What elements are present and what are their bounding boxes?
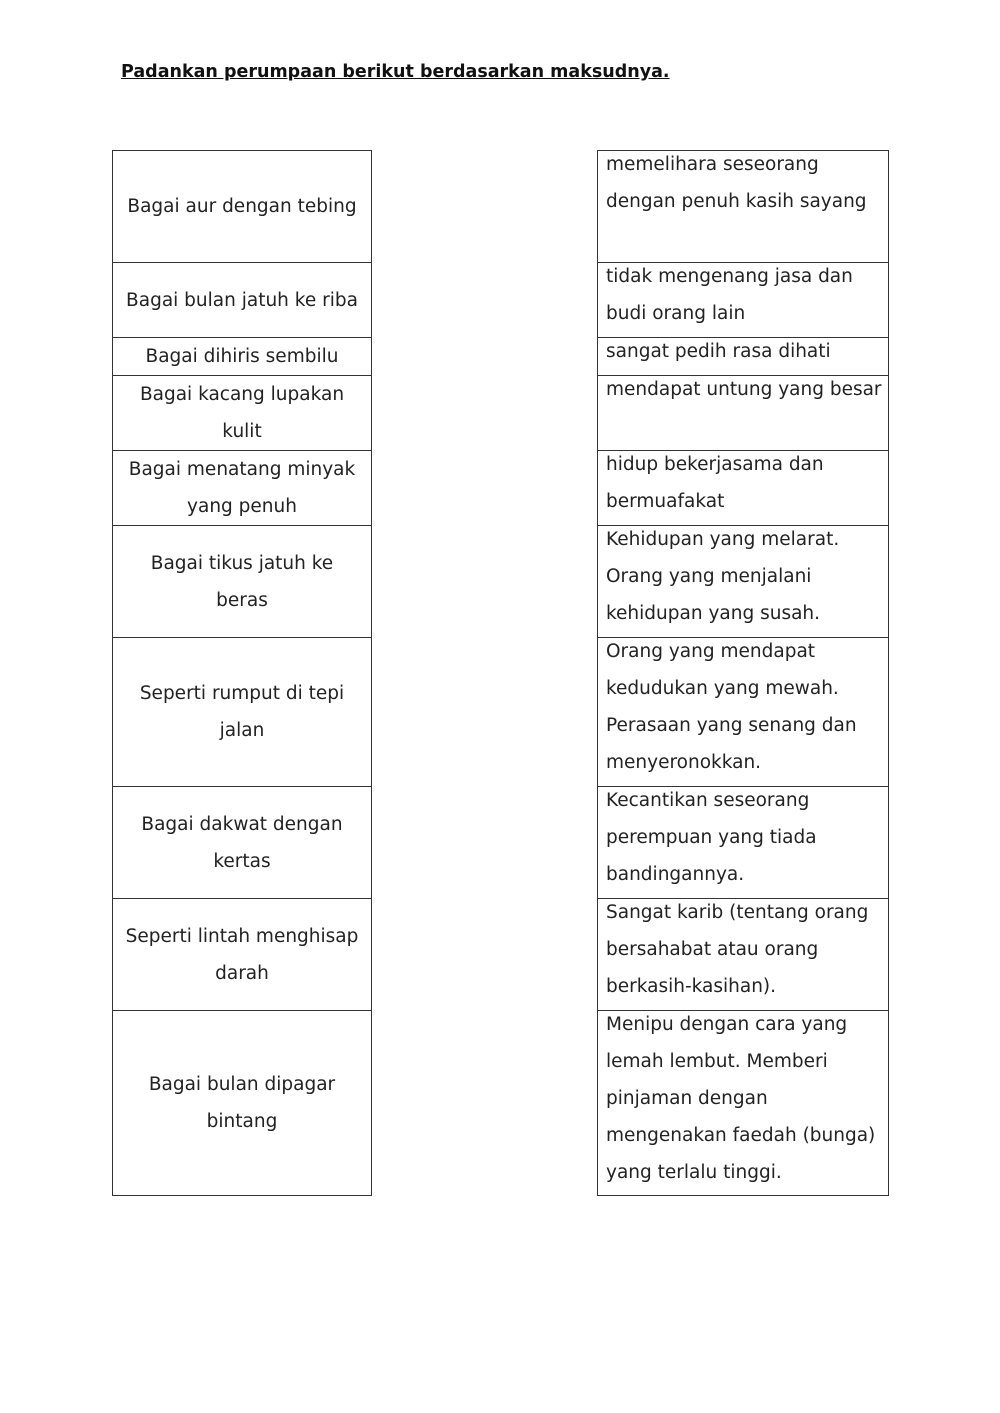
phrase-cell: Bagai bulan jatuh ke riba (113, 263, 371, 338)
phrase-cell: Seperti lintah menghisap darah (113, 899, 371, 1011)
phrase-text: Bagai kacang lupakan kulit (139, 384, 345, 442)
meaning-text: memelihara seseorang dengan penuh kasih … (606, 154, 867, 212)
phrase-text: Bagai aur dengan tebing (127, 196, 357, 217)
phrase-cell: Bagai dakwat dengan kertas (113, 787, 371, 899)
meaning-text: Kehidupan yang melarat. Orang yang menja… (606, 529, 840, 624)
phrase-text: Seperti rumput di tepi jalan (139, 683, 345, 741)
phrase-cell: Bagai kacang lupakan kulit (113, 376, 371, 451)
meaning-text: hidup bekerjasama dan bermuafakat (606, 454, 824, 512)
phrase-cell: Bagai menatang minyak yang penuh (113, 451, 371, 526)
phrase-table: Bagai aur dengan tebing Bagai bulan jatuh… (112, 150, 372, 1196)
meaning-cell: Kehidupan yang melarat. Orang yang menja… (598, 526, 888, 638)
meaning-text: sangat pedih rasa dihati (606, 341, 831, 362)
phrase-text: Bagai tikus jatuh ke beras (150, 552, 334, 611)
meaning-text: Kecantikan seseorang perempuan yang tiad… (606, 790, 817, 885)
meaning-cell: memelihara seseorang dengan penuh kasih … (598, 151, 888, 263)
phrase-text: Bagai menatang minyak yang penuh (128, 459, 356, 517)
meaning-cell: sangat pedih rasa dihati (598, 338, 888, 376)
phrase-text: Bagai bulan jatuh ke riba (126, 289, 358, 311)
meaning-text: Menipu dengan cara yang lemah lembut. Me… (606, 1014, 876, 1183)
meaning-cell: mendapat untung yang besar (598, 376, 888, 451)
meaning-cell: hidup bekerjasama dan bermuafakat (598, 451, 888, 526)
meaning-cell: tidak mengenang jasa dan budi orang lain (598, 263, 888, 338)
phrase-cell: Bagai aur dengan tebing (113, 151, 371, 263)
phrase-cell: Seperti rumput di tepi jalan (113, 638, 371, 787)
phrase-cell: Bagai dihiris sembilu (113, 338, 371, 376)
worksheet-title: Padankan perumpaan berikut berdasarkan m… (121, 62, 670, 82)
phrase-text: Bagai dihiris sembilu (145, 346, 339, 367)
meaning-cell: Orang yang mendapat kedudukan yang mewah… (598, 638, 888, 787)
meaning-text: Orang yang mendapat kedudukan yang mewah… (606, 641, 857, 773)
phrase-cell: Bagai bulan dipagar bintang (113, 1011, 371, 1196)
meaning-text: mendapat untung yang besar (606, 379, 882, 400)
phrase-text: Seperti lintah menghisap darah (125, 925, 359, 984)
phrase-text: Bagai bulan dipagar bintang (148, 1074, 336, 1132)
meaning-cell: Kecantikan seseorang perempuan yang tiad… (598, 787, 888, 899)
phrase-text: Bagai dakwat dengan kertas (141, 813, 343, 872)
meaning-table: memelihara seseorang dengan penuh kasih … (597, 150, 889, 1196)
phrase-cell: Bagai tikus jatuh ke beras (113, 526, 371, 638)
meaning-cell: Menipu dengan cara yang lemah lembut. Me… (598, 1011, 888, 1196)
meaning-cell: Sangat karib (tentang orang bersahabat a… (598, 899, 888, 1011)
meaning-text: tidak mengenang jasa dan budi orang lain (606, 266, 853, 324)
meaning-text: Sangat karib (tentang orang bersahabat a… (606, 902, 869, 997)
